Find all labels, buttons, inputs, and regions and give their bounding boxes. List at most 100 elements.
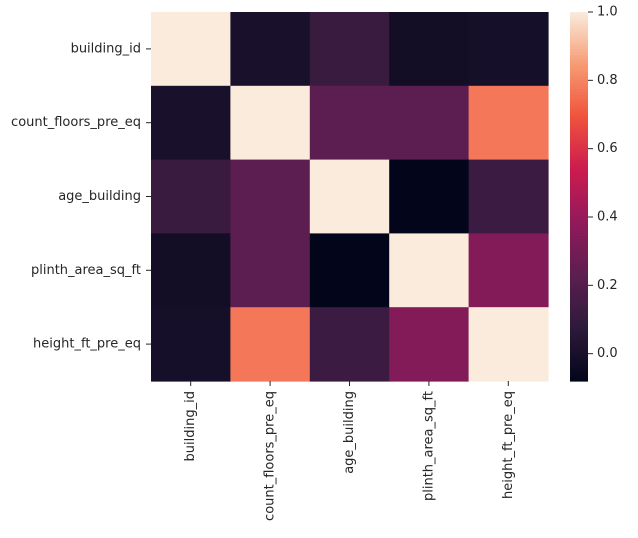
- colorbar-segment-100: [570, 319, 588, 324]
- colorbar-segment-115: [570, 365, 588, 370]
- colorbar-segment-117: [570, 371, 588, 376]
- colorbar-segment-69: [570, 224, 588, 228]
- colorbar-segment-119: [570, 377, 588, 382]
- colorbar-segment-31: [570, 107, 588, 112]
- row-label-count_floors_pre_eq: count_floors_pre_eq: [11, 115, 141, 130]
- colorbar-segment-80: [570, 258, 588, 262]
- colorbar-tick-label-5: 1.0: [597, 5, 618, 20]
- colorbar-segment-21: [570, 76, 588, 81]
- colorbar-segment-36: [570, 122, 588, 127]
- colorbar-segment-3: [570, 21, 588, 25]
- colorbar-segment-28: [570, 98, 588, 102]
- heatmap-cell-3-1: [230, 233, 311, 308]
- heatmap-cell-0-2: [309, 12, 390, 87]
- colorbar-segment-81: [570, 261, 588, 265]
- colorbar-segment-19: [570, 70, 588, 75]
- heatmap-cell-0-1: [230, 12, 311, 87]
- colorbar-segment-7: [570, 33, 588, 38]
- colorbar-segment-64: [570, 208, 588, 213]
- colorbar-segment-34: [570, 116, 588, 121]
- colorbar-segment-43: [570, 144, 588, 148]
- heatmap-cells: [151, 12, 549, 382]
- colorbar-segment-24: [570, 85, 588, 90]
- colorbar-segment-6: [570, 30, 588, 35]
- colorbar-tick-label-2: 0.4: [597, 210, 618, 225]
- col-label-count_floors_pre_eq: count_floors_pre_eq: [263, 391, 278, 521]
- colorbar: [570, 12, 588, 382]
- heatmap-cell-2-3: [389, 159, 470, 234]
- colorbar-segment-17: [570, 64, 588, 68]
- col-label-plinth_area_sq_ft: plinth_area_sq_ft: [421, 391, 436, 501]
- colorbar-segment-99: [570, 316, 588, 321]
- heatmap-cell-2-4: [468, 159, 549, 234]
- colorbar-segment-103: [570, 328, 588, 333]
- colorbar-segment-74: [570, 239, 588, 244]
- colorbar-segment-94: [570, 301, 588, 305]
- colorbar-segment-84: [570, 270, 588, 274]
- colorbar-segment-58: [570, 190, 588, 195]
- colorbar-segment-46: [570, 153, 588, 158]
- heatmap-cell-3-2: [309, 233, 390, 308]
- colorbar-segment-59: [570, 193, 588, 198]
- colorbar-segment-113: [570, 359, 588, 364]
- colorbar-segment-2: [570, 18, 588, 22]
- colorbar-segment-76: [570, 245, 588, 250]
- colorbar-segment-35: [570, 119, 588, 124]
- colorbar-segment-51: [570, 168, 588, 173]
- colorbar-segment-22: [570, 79, 588, 84]
- heatmap-cell-4-1: [230, 307, 311, 382]
- colorbar-segment-98: [570, 313, 588, 318]
- colorbar-segment-49: [570, 162, 588, 167]
- colorbar-segment-67: [570, 218, 588, 222]
- colorbar-segment-0: [570, 12, 588, 16]
- colorbar-segment-32: [570, 110, 588, 115]
- colorbar-segment-18: [570, 67, 588, 72]
- colorbar-segment-41: [570, 138, 588, 142]
- colorbar-segment-23: [570, 82, 588, 87]
- heatmap-cell-3-3: [389, 233, 470, 308]
- colorbar-segment-107: [570, 341, 588, 345]
- heatmap-cell-1-0: [151, 85, 231, 161]
- colorbar-segment-88: [570, 282, 588, 287]
- col-label-age_building: age_building: [342, 391, 357, 474]
- colorbar-segment-44: [570, 147, 588, 151]
- colorbar-segment-25: [570, 88, 588, 93]
- colorbar-segment-4: [570, 24, 588, 28]
- colorbar-segment-101: [570, 322, 588, 327]
- colorbar-segment-11: [570, 45, 588, 50]
- colorbar-segment-61: [570, 199, 588, 204]
- colorbar-segment-38: [570, 128, 588, 133]
- colorbar-segment-37: [570, 125, 588, 130]
- colorbar-segment-16: [570, 61, 588, 65]
- colorbar-segment-118: [570, 374, 588, 379]
- colorbar-segment-70: [570, 227, 588, 231]
- heatmap-cell-2-1: [230, 159, 311, 234]
- row-label-building_id: building_id: [71, 41, 141, 56]
- colorbar-segment-29: [570, 101, 588, 105]
- colorbar-segment-65: [570, 211, 588, 216]
- colorbar-segment-5: [570, 27, 588, 32]
- colorbar-segment-26: [570, 91, 588, 96]
- colorbar-segment-63: [570, 205, 588, 210]
- colorbar-segment-86: [570, 276, 588, 281]
- colorbar-segment-10: [570, 42, 588, 47]
- colorbar-segment-56: [570, 184, 588, 188]
- row-labels: building_id count_floors_pre_eq age_buildi…: [11, 41, 151, 352]
- colorbar-segment-93: [570, 297, 588, 302]
- colorbar-tick-label-1: 0.2: [597, 278, 618, 293]
- colorbar-segment-75: [570, 242, 588, 247]
- colorbar-segment-53: [570, 174, 588, 179]
- colorbar-segment-54: [570, 178, 588, 182]
- colorbar-segment-71: [570, 230, 588, 235]
- colorbar-segment-77: [570, 248, 588, 253]
- heatmap-cell-1-3: [389, 85, 470, 161]
- colorbar-segment-20: [570, 73, 588, 78]
- colorbar-segment-12: [570, 48, 588, 53]
- colorbar-segment-14: [570, 55, 588, 59]
- colorbar-segment-60: [570, 196, 588, 201]
- heatmap-cell-4-0: [151, 307, 231, 382]
- colorbar-segment-68: [570, 221, 588, 225]
- colorbar-segment-40: [570, 135, 588, 139]
- colorbar-segment-114: [570, 362, 588, 367]
- colorbar-tick-label-0: 0.0: [597, 346, 618, 361]
